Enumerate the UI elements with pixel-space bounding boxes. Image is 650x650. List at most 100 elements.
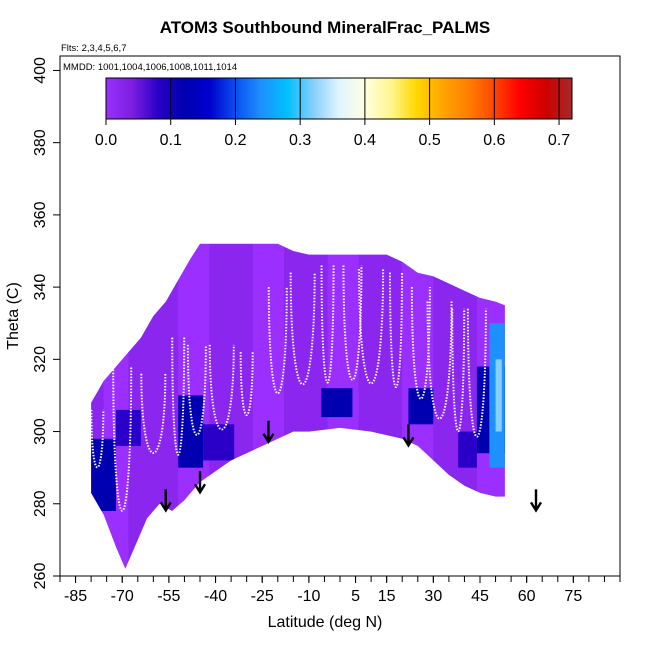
heatmap-region bbox=[91, 237, 514, 576]
arrow-marker bbox=[159, 489, 172, 513]
heatmap-column bbox=[315, 243, 322, 569]
flight-track bbox=[112, 366, 133, 512]
heatmap-column bbox=[259, 243, 266, 569]
heatmap-column bbox=[452, 243, 459, 569]
flight-track bbox=[342, 265, 363, 381]
flight-track bbox=[171, 337, 186, 456]
heatmap-column bbox=[172, 243, 179, 569]
y-tick-label: 400 bbox=[32, 57, 49, 84]
heatmap-cell bbox=[116, 409, 141, 446]
x-tick-label: -10 bbox=[297, 588, 320, 605]
heatmap-cell bbox=[408, 388, 434, 425]
colorbar-tick-label: 0.7 bbox=[548, 132, 570, 149]
y-tick-label: 300 bbox=[32, 418, 49, 445]
flight-track bbox=[208, 344, 235, 431]
x-tick-label: 30 bbox=[424, 588, 442, 605]
heatmap-column bbox=[252, 243, 260, 569]
heatmap-column bbox=[265, 243, 272, 569]
y-tick-label: 340 bbox=[32, 274, 49, 301]
y-tick-label: 280 bbox=[32, 490, 49, 517]
x-tick-label: 15 bbox=[378, 588, 396, 605]
colorbar-tick-label: 0.5 bbox=[418, 132, 440, 149]
colorbar-tick-label: 0.2 bbox=[224, 132, 246, 149]
colorbar-tick-label: 0.6 bbox=[483, 132, 505, 149]
heatmap-column bbox=[470, 243, 477, 569]
heatmap-cell bbox=[495, 359, 502, 432]
heatmap-column bbox=[364, 243, 372, 569]
heatmap-column bbox=[352, 243, 359, 569]
heatmap-column bbox=[122, 243, 129, 569]
heatmap-column bbox=[153, 243, 160, 569]
heatmap-column bbox=[308, 243, 316, 569]
heatmap-column bbox=[234, 243, 241, 569]
heatmap-column bbox=[396, 243, 403, 569]
heatmap-column bbox=[271, 243, 278, 569]
heatmap-column bbox=[128, 243, 135, 569]
x-tick-label: -25 bbox=[251, 588, 274, 605]
heatmap-column bbox=[140, 243, 148, 569]
heatmap-column bbox=[464, 243, 471, 569]
arrow-marker bbox=[529, 489, 543, 513]
dates-note: MMDD: 1001,1004,1006,1008,1011,1014 bbox=[63, 62, 238, 73]
heatmap-column bbox=[134, 243, 141, 569]
arrow-marker bbox=[262, 420, 275, 444]
flight-track bbox=[320, 265, 335, 384]
colorbar bbox=[106, 78, 572, 119]
x-axis-label: Latitude (deg N) bbox=[267, 614, 383, 631]
x-tick-label: 75 bbox=[564, 588, 582, 605]
heatmap-column bbox=[97, 243, 104, 569]
x-tick-label: -85 bbox=[64, 588, 87, 605]
colorbar-tick-label: 0.1 bbox=[160, 132, 182, 149]
colorbar-frame bbox=[105, 77, 573, 120]
heatmap-column bbox=[439, 243, 446, 569]
flights-note: Flts: 2,3,4,5,6,7 bbox=[61, 43, 127, 54]
flight-track bbox=[140, 373, 167, 454]
heatmap-column bbox=[302, 243, 309, 569]
heatmap-column bbox=[228, 243, 235, 569]
arrow-marker bbox=[193, 471, 207, 495]
heatmap-column bbox=[165, 243, 172, 569]
heatmap-column bbox=[221, 243, 228, 569]
x-tick-label: 5 bbox=[351, 588, 360, 605]
heatmap-column bbox=[147, 243, 154, 569]
x-tick-label: -40 bbox=[204, 588, 227, 605]
y-tick-label: 380 bbox=[32, 129, 49, 156]
heatmap-column bbox=[296, 243, 303, 569]
flight-track bbox=[186, 344, 207, 436]
colorbar-tick-label: 0.3 bbox=[289, 132, 311, 149]
flight-track bbox=[91, 409, 105, 469]
heatmap-column bbox=[91, 243, 98, 569]
x-tick-label: -70 bbox=[111, 588, 134, 605]
heatmap-column bbox=[215, 243, 222, 569]
heatmap-column bbox=[458, 243, 465, 569]
heatmap-column bbox=[284, 243, 291, 569]
heatmap-column bbox=[377, 243, 384, 569]
heatmap-column bbox=[402, 243, 409, 569]
x-tick-label: 60 bbox=[518, 588, 536, 605]
heatmap-column bbox=[159, 243, 166, 569]
heatmap-cell bbox=[203, 424, 235, 461]
heatmap-column bbox=[103, 243, 110, 569]
flight-track bbox=[239, 352, 254, 417]
colorbar-tick-label: 0.4 bbox=[354, 132, 376, 149]
flight-track bbox=[389, 272, 403, 389]
heatmap-column bbox=[371, 243, 378, 569]
y-tick-label: 260 bbox=[32, 563, 49, 590]
heatmap-column bbox=[389, 243, 396, 569]
heatmap-column bbox=[445, 243, 452, 569]
heatmap-column bbox=[277, 243, 284, 569]
heatmap-column bbox=[203, 243, 210, 569]
heatmap-column bbox=[358, 243, 365, 569]
heatmap-cell bbox=[458, 431, 477, 468]
heatmap-column bbox=[383, 243, 390, 569]
x-tick-label: -55 bbox=[157, 588, 180, 605]
heatmap-cell bbox=[91, 438, 116, 511]
heatmap-column bbox=[508, 237, 514, 576]
y-tick-label: 320 bbox=[32, 346, 49, 373]
heatmap-column bbox=[290, 243, 297, 569]
flight-track bbox=[466, 308, 487, 438]
heatmap-column bbox=[433, 243, 440, 569]
y-tick-label: 360 bbox=[32, 201, 49, 228]
heatmap-cell bbox=[321, 388, 353, 418]
